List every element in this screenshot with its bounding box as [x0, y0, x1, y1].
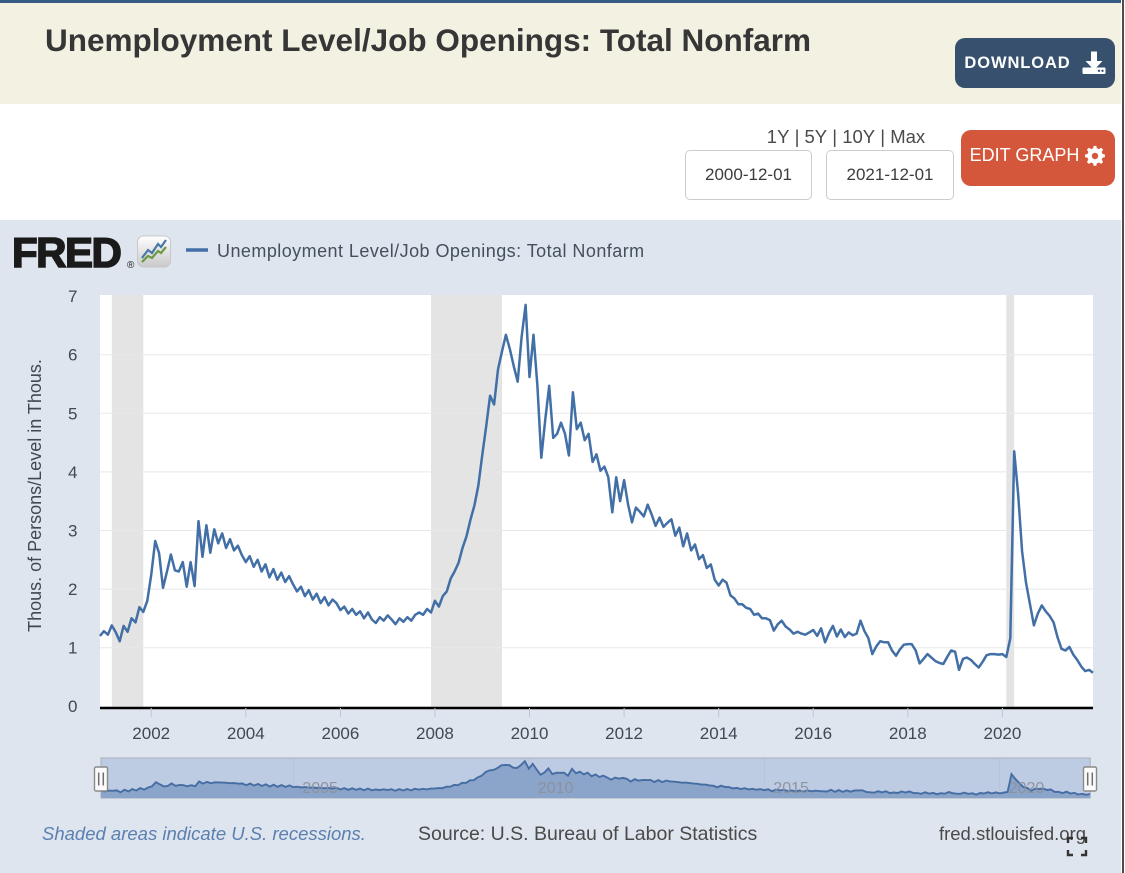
svg-text:6: 6: [68, 346, 77, 365]
svg-text:4: 4: [68, 463, 77, 482]
svg-text:Thous. of Persons/Level in Tho: Thous. of Persons/Level in Thous.: [25, 359, 45, 632]
svg-text:5: 5: [68, 404, 77, 423]
svg-text:3: 3: [68, 522, 77, 541]
svg-text:Shaded areas indicate U.S. rec: Shaded areas indicate U.S. recessions.: [42, 823, 366, 844]
svg-text:2016: 2016: [794, 724, 832, 743]
svg-text:2018: 2018: [889, 724, 927, 743]
svg-text:2006: 2006: [321, 724, 359, 743]
svg-text:2010: 2010: [538, 780, 574, 797]
svg-text:2002: 2002: [132, 724, 170, 743]
svg-text:®: ®: [127, 260, 135, 271]
svg-text:fred.stlouisfed.org: fred.stlouisfed.org: [939, 823, 1086, 844]
svg-text:Unemployment Level/Job Opening: Unemployment Level/Job Openings: Total N…: [217, 241, 645, 261]
svg-text:0: 0: [68, 697, 77, 716]
svg-text:2008: 2008: [416, 724, 454, 743]
svg-text:2020: 2020: [1009, 780, 1045, 797]
svg-text:1: 1: [68, 639, 77, 658]
svg-text:7: 7: [68, 287, 77, 306]
svg-text:FRED: FRED: [12, 229, 121, 276]
svg-text:2015: 2015: [773, 780, 809, 797]
svg-text:Source: U.S. Bureau of Labor S: Source: U.S. Bureau of Labor Statistics: [418, 823, 758, 845]
svg-text:2005: 2005: [302, 780, 338, 797]
svg-text:2004: 2004: [227, 724, 265, 743]
svg-text:2020: 2020: [983, 724, 1021, 743]
svg-text:2: 2: [68, 580, 77, 599]
svg-text:2010: 2010: [511, 724, 549, 743]
svg-text:2014: 2014: [700, 724, 738, 743]
svg-text:2012: 2012: [605, 724, 643, 743]
